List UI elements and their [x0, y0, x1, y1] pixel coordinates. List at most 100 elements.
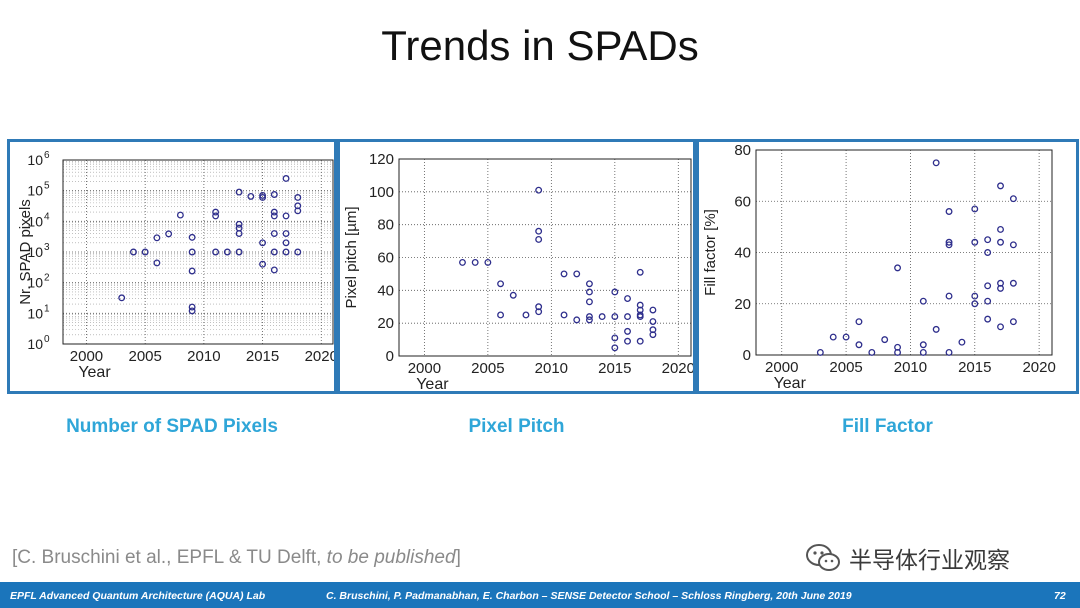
data-point [649, 306, 657, 314]
y-tick-label: 20 [734, 296, 751, 313]
data-point [235, 248, 243, 256]
data-point [282, 230, 290, 237]
data-point [459, 258, 466, 266]
data-point [624, 327, 631, 335]
data-point [247, 192, 255, 200]
data-point [270, 191, 278, 198]
y-tick-label: 10 [27, 152, 43, 168]
data-point [294, 248, 302, 256]
data-point [522, 311, 530, 319]
data-point [958, 338, 966, 346]
data-point [270, 212, 278, 220]
data-point [585, 280, 593, 288]
data-point [585, 298, 593, 306]
caption-spad-pixels: Number of SPAD Pixels [66, 416, 278, 437]
data-point [842, 333, 850, 341]
data-point [945, 292, 953, 300]
chart-pixel-pitch: 0 20 40 60 80 100 120 2000 2005 2010 2015 2020 Year P… [343, 151, 695, 393]
data-point [259, 260, 267, 268]
data-point [919, 348, 927, 356]
data-point [611, 334, 619, 342]
slide-title: Trends in SPADs [381, 22, 699, 69]
data-point [984, 236, 992, 244]
data-point [611, 288, 619, 296]
data-point [535, 235, 543, 243]
x-tick-label: 2015 [958, 359, 991, 376]
y-tick-exponent: 6 [44, 150, 50, 161]
x-tick-label: 2020 [305, 348, 334, 365]
data-point [585, 288, 593, 296]
data-point [484, 258, 492, 266]
chart-panel-pitch: 0 20 40 60 80 100 120 2000 2005 2010 2015 2020 Year P… [337, 139, 696, 394]
y-tick-exponent: 3 [44, 242, 50, 253]
data-point [636, 313, 644, 321]
plot-area-frame [755, 149, 1053, 356]
x-tick-label: 2015 [598, 360, 631, 377]
data-point [282, 175, 290, 182]
data-point [188, 248, 196, 256]
x-axis-label: Year [78, 364, 111, 381]
data-point [535, 227, 543, 235]
y-tick-label: 10 [27, 336, 43, 352]
data-point [945, 348, 953, 356]
data-point [153, 259, 161, 267]
plot-area-frame [398, 158, 692, 357]
y-tick-label: 80 [734, 142, 751, 159]
data-point [829, 333, 837, 341]
data-point [984, 315, 992, 323]
y-tick-label: 10 [27, 183, 43, 199]
data-point [894, 348, 902, 356]
chart-panel-pixels: 10 0 10 1 10 2 10 3 10 4 10 5 10 6 2000 2005 2010 2015 202… [7, 139, 338, 394]
y-axis-label: Pixel pitch [µm] [343, 206, 360, 308]
data-point [611, 344, 619, 352]
x-tick-label: 2005 [128, 348, 161, 365]
data-point [624, 313, 631, 321]
data-point [585, 316, 593, 324]
data-point [535, 308, 543, 316]
data-point [188, 303, 196, 311]
x-tick-label: 2000 [765, 359, 798, 376]
chart-fill-factor: 0 20 40 60 80 2000 2005 2010 2015 2020 Year Fill fa… [702, 142, 1056, 392]
caption-pixel-pitch: Pixel Pitch [468, 416, 565, 437]
data-point [259, 191, 267, 199]
data-point [1009, 195, 1017, 203]
data-point [497, 311, 505, 319]
data-point [165, 230, 173, 238]
data-point [636, 306, 644, 314]
data-point [997, 238, 1004, 246]
data-point [649, 326, 657, 334]
data-point [259, 239, 267, 247]
y-tick-label: 40 [734, 245, 751, 262]
y-tick-exponent: 2 [44, 273, 50, 284]
y-axis-label: Fill factor [%] [702, 209, 719, 296]
x-tick-label: 2010 [535, 360, 568, 377]
x-tick-label: 2010 [187, 348, 220, 365]
data-point [855, 341, 863, 349]
y-tick-label: 10 [27, 213, 43, 229]
y-tick-exponent: 1 [44, 303, 50, 314]
data-point [270, 208, 278, 216]
data-point [971, 238, 979, 246]
data-point [294, 194, 302, 201]
y-tick-label: 10 [27, 275, 43, 291]
data-point [894, 264, 902, 272]
plot-area-frame [62, 159, 334, 345]
data-point [212, 208, 220, 216]
y-tick-label: 10 [27, 305, 43, 321]
data-point [997, 182, 1004, 190]
data-point [919, 297, 927, 305]
data-point [153, 234, 161, 242]
data-point [573, 270, 581, 278]
footer-lab: EPFL Advanced Quantum Architecture (AQUA… [10, 590, 266, 602]
y-tick-exponent: 0 [44, 334, 50, 345]
data-point [868, 348, 876, 356]
x-tick-label: 2005 [829, 359, 862, 376]
data-point [649, 331, 657, 339]
data-point [535, 303, 543, 311]
data-point [881, 336, 889, 344]
data-point [971, 205, 979, 213]
x-axis-label: Year [774, 375, 807, 391]
data-point [129, 248, 137, 256]
data-point [188, 307, 196, 315]
